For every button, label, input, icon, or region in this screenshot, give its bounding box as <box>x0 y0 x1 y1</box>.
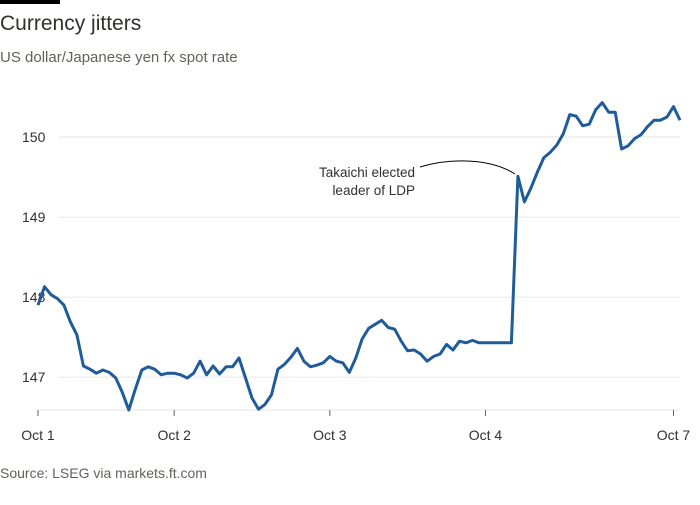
y-tick-label: 150 <box>22 129 46 145</box>
y-tick-label: 149 <box>22 209 46 225</box>
x-tick-label: Oct 3 <box>313 427 347 443</box>
source: Source: LSEG via markets.ft.com <box>0 465 207 481</box>
x-tick-label: Oct 1 <box>21 427 55 443</box>
y-tick-label: 147 <box>22 369 46 385</box>
chart-subtitle: US dollar/Japanese yen fx spot rate <box>0 49 238 66</box>
x-tick-label: Oct 4 <box>469 427 503 443</box>
x-tick-label: Oct 2 <box>157 427 191 443</box>
line-series <box>36 101 682 412</box>
annotation: Takaichi elected <box>319 165 415 180</box>
chart-title: Currency jitters <box>0 12 141 35</box>
annotation: leader of LDP <box>332 183 415 198</box>
annotation-connector <box>419 160 516 175</box>
brand-bar <box>0 0 60 4</box>
x-tick-label: Oct 7 <box>657 427 691 443</box>
